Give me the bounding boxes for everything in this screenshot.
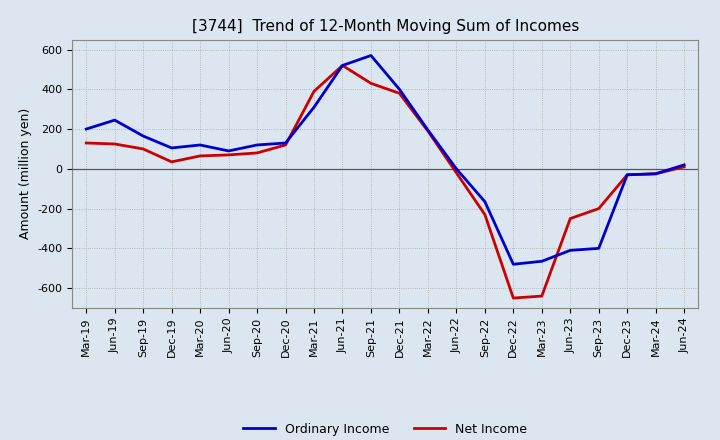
Ordinary Income — [338, 63, 347, 68]
Legend: Ordinary Income, Net Income: Ordinary Income, Net Income — [238, 418, 532, 440]
Net Income — [366, 81, 375, 86]
Net Income — [623, 172, 631, 177]
Ordinary Income — [395, 87, 404, 92]
Net Income — [395, 91, 404, 96]
Ordinary Income — [680, 162, 688, 168]
Net Income — [509, 295, 518, 301]
Ordinary Income — [509, 262, 518, 267]
Ordinary Income — [423, 128, 432, 133]
Net Income — [110, 141, 119, 147]
Line: Net Income: Net Income — [86, 66, 684, 298]
Net Income — [225, 152, 233, 158]
Ordinary Income — [366, 53, 375, 58]
Ordinary Income — [652, 171, 660, 176]
Net Income — [167, 159, 176, 165]
Ordinary Income — [480, 199, 489, 204]
Net Income — [537, 293, 546, 299]
Net Income — [82, 140, 91, 146]
Ordinary Income — [82, 126, 91, 132]
Ordinary Income — [139, 133, 148, 139]
Ordinary Income — [310, 105, 318, 110]
Net Income — [139, 147, 148, 152]
Net Income — [310, 88, 318, 94]
Line: Ordinary Income: Ordinary Income — [86, 55, 684, 264]
Net Income — [480, 212, 489, 217]
Ordinary Income — [196, 142, 204, 147]
Net Income — [452, 170, 461, 176]
Net Income — [566, 216, 575, 221]
Ordinary Income — [452, 166, 461, 172]
Net Income — [338, 63, 347, 68]
Net Income — [253, 150, 261, 156]
Net Income — [652, 171, 660, 176]
Net Income — [595, 206, 603, 211]
Net Income — [282, 142, 290, 147]
Ordinary Income — [110, 117, 119, 123]
Y-axis label: Amount (million yen): Amount (million yen) — [19, 108, 32, 239]
Ordinary Income — [566, 248, 575, 253]
Ordinary Income — [253, 142, 261, 147]
Net Income — [196, 153, 204, 158]
Ordinary Income — [595, 246, 603, 251]
Net Income — [423, 128, 432, 134]
Ordinary Income — [167, 145, 176, 150]
Ordinary Income — [282, 140, 290, 146]
Net Income — [680, 164, 688, 169]
Ordinary Income — [537, 259, 546, 264]
Title: [3744]  Trend of 12-Month Moving Sum of Incomes: [3744] Trend of 12-Month Moving Sum of I… — [192, 19, 579, 34]
Ordinary Income — [623, 172, 631, 177]
Ordinary Income — [225, 148, 233, 154]
